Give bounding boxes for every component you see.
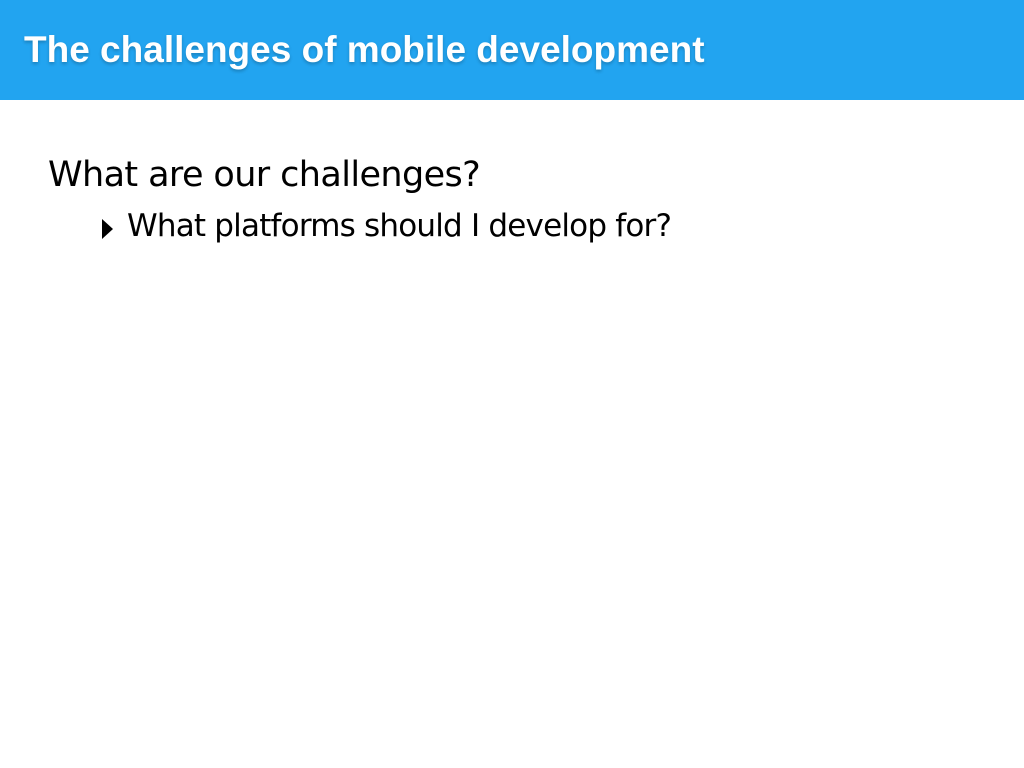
slide-title: The challenges of mobile development [24, 29, 705, 70]
bullet-item: What platforms should I develop for? [102, 206, 984, 246]
title-bar: The challenges of mobile development [0, 0, 1024, 100]
bullet-list: What platforms should I develop for? [48, 206, 984, 246]
slide-heading: What are our challenges? [48, 155, 481, 195]
slide-content: What are our challenges? What platforms … [48, 152, 984, 246]
bullet-text: What platforms should I develop for? [127, 208, 672, 244]
triangle-right-icon [102, 219, 113, 239]
